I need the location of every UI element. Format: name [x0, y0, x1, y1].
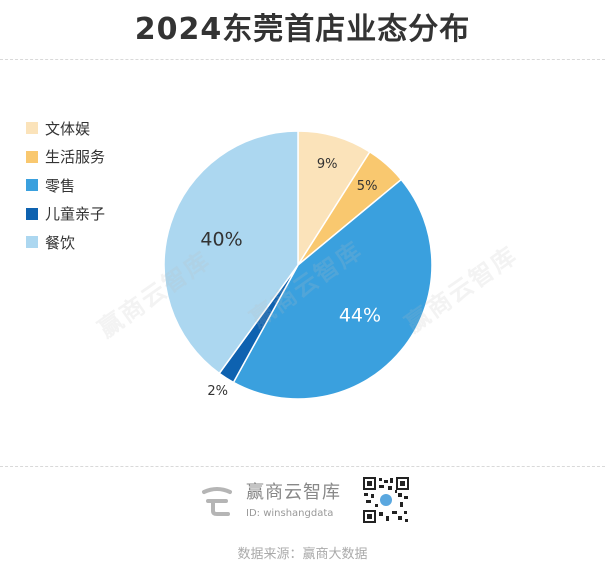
- legend-item: 餐饮: [26, 228, 105, 257]
- legend-swatch: [26, 236, 38, 249]
- slice-value-label: 5%: [357, 179, 378, 194]
- legend-item: 文体娱: [26, 114, 105, 143]
- slice-value-label: 2%: [207, 384, 228, 399]
- brand-id: ID: winshangdata: [246, 508, 334, 519]
- bottom-divider: [0, 466, 605, 467]
- chart-legend: 文体娱 生活服务 零售 儿童亲子 餐饮: [26, 114, 105, 257]
- legend-label: 生活服务: [45, 148, 106, 167]
- legend-item: 零售: [26, 171, 105, 200]
- top-divider: [0, 59, 605, 60]
- legend-label: 儿童亲子: [45, 205, 106, 224]
- data-source: 数据来源：赢商大数据: [237, 547, 368, 562]
- brand-name: 赢商云智库: [246, 482, 341, 503]
- legend-swatch: [26, 207, 38, 220]
- legend-swatch: [26, 122, 38, 135]
- slice-value-label: 40%: [200, 229, 242, 251]
- slice-value-label: 9%: [317, 157, 338, 172]
- slice-value-label: 44%: [339, 305, 381, 327]
- legend-item: 儿童亲子: [26, 200, 105, 229]
- pie-slice: [232, 178, 433, 400]
- pie-slice: [163, 130, 299, 375]
- legend-label: 零售: [45, 176, 76, 195]
- winshang-logo-icon: [202, 486, 232, 516]
- legend-label: 文体娱: [45, 119, 91, 138]
- legend-swatch: [26, 179, 38, 192]
- legend-swatch: [26, 150, 38, 163]
- legend-label: 餐饮: [45, 233, 76, 252]
- qr-code-icon: [362, 476, 410, 524]
- chart-title: 2024东莞首店业态分布: [134, 12, 471, 47]
- legend-item: 生活服务: [26, 143, 105, 172]
- brand-block: 赢商云智库 ID: winshangdata: [198, 478, 341, 519]
